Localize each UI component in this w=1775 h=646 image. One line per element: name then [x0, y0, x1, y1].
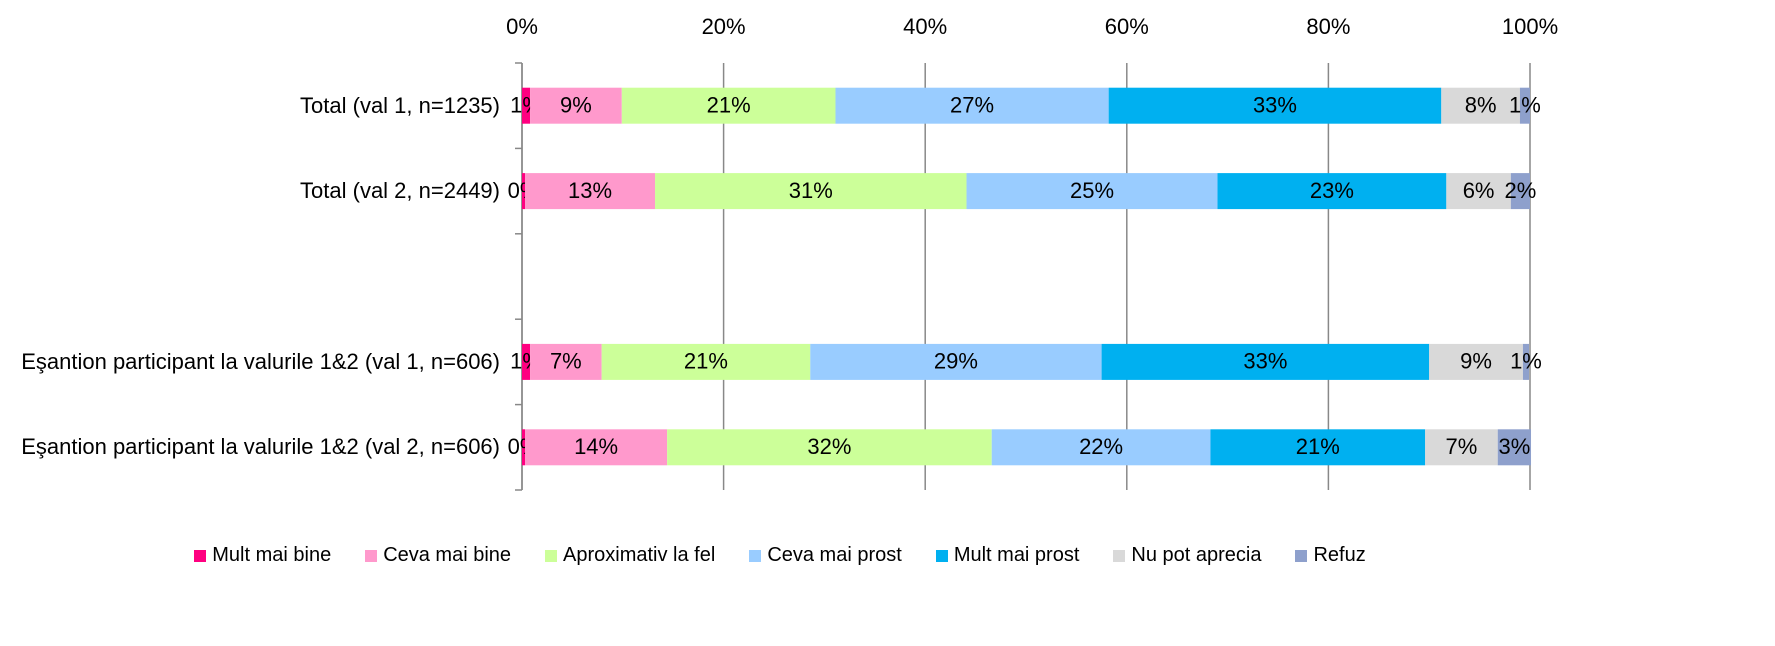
legend-item: Refuz	[1295, 544, 1366, 567]
data-label: 1%	[1510, 349, 1542, 374]
legend-label: Mult mai prost	[953, 544, 1080, 566]
bar-segment	[601, 343, 811, 380]
bar-segment	[655, 173, 967, 210]
legend-item: Mult mai prost	[935, 544, 1080, 567]
data-label: 7%	[1446, 434, 1478, 459]
data-label: 14%	[574, 434, 618, 459]
data-label: 33%	[1253, 93, 1297, 118]
data-label: 25%	[1070, 178, 1114, 203]
data-label: 32%	[807, 434, 851, 459]
legend-label: Ceva mai bine	[383, 544, 512, 566]
x-tick-label: 100%	[1502, 14, 1558, 39]
legend-swatch	[1113, 549, 1126, 562]
category-label: Eşantion participant la valurile 1&2 (va…	[21, 434, 500, 460]
bar-segment	[525, 429, 668, 466]
legend-item: Ceva mai bine	[365, 544, 511, 567]
data-label: 21%	[707, 93, 751, 118]
data-label: 2%	[1505, 178, 1537, 203]
bar-segment	[522, 429, 526, 466]
data-label: 23%	[1310, 178, 1354, 203]
data-label: 7%	[550, 349, 582, 374]
bar-segment	[991, 429, 1211, 466]
category-label: Total (val 2, n=2449)	[300, 178, 500, 204]
bar-segment	[1217, 173, 1447, 210]
bar-segment	[621, 87, 836, 124]
x-tick-label: 20%	[702, 14, 746, 39]
data-label: 6%	[1463, 178, 1495, 203]
legend: Mult mai bine Ceva mai bine Aproximativ la…	[0, 544, 1560, 567]
bar-segment	[1497, 429, 1532, 466]
data-label: 29%	[934, 349, 978, 374]
x-tick-label: 40%	[903, 14, 947, 39]
data-label: 31%	[789, 178, 833, 203]
data-label: 9%	[560, 93, 592, 118]
legend-label: Mult mai bine	[212, 544, 332, 566]
data-label: 8%	[1465, 93, 1497, 118]
bar-segment	[530, 87, 622, 124]
category-label: Eşantion participant la valurile 1&2 (va…	[21, 348, 500, 374]
bar-segment	[835, 87, 1109, 124]
legend-item: Aproximativ la fel	[545, 544, 715, 567]
bar-segment	[1425, 429, 1498, 466]
legend-swatch	[1295, 549, 1308, 562]
x-tick-label: 80%	[1306, 14, 1350, 39]
data-label: 21%	[684, 349, 728, 374]
bar-segment	[1429, 343, 1523, 380]
legend-swatch	[194, 549, 207, 562]
bar-segment	[810, 343, 1102, 380]
data-label: 21%	[1296, 434, 1340, 459]
data-label: 9%	[1460, 349, 1492, 374]
legend-swatch	[749, 549, 762, 562]
legend-label: Aproximativ la fel	[563, 544, 716, 566]
legend-item: Nu pot aprecia	[1113, 544, 1261, 567]
legend-item: Mult mai bine	[194, 544, 331, 567]
x-tick-label: 0%	[506, 14, 538, 39]
bar-segment	[522, 173, 526, 210]
data-label: 1%	[1509, 93, 1541, 118]
bar-segment	[522, 87, 531, 124]
bar-segment	[1522, 343, 1529, 380]
bar-segment	[667, 429, 992, 466]
data-label: 3%	[1498, 434, 1530, 459]
bar-segment	[1519, 87, 1530, 124]
data-label: 13%	[568, 178, 612, 203]
legend-label: Ceva mai prost	[767, 544, 902, 566]
bar-segment	[966, 173, 1218, 210]
data-label: 33%	[1243, 349, 1287, 374]
legend-swatch	[365, 549, 378, 562]
legend-label: Nu pot aprecia	[1131, 544, 1262, 566]
bar-segment	[522, 343, 531, 380]
bar-segment	[1441, 87, 1520, 124]
x-tick-label: 60%	[1105, 14, 1149, 39]
legend-swatch	[935, 549, 948, 562]
bar-segment	[530, 343, 602, 380]
bar-segment	[1446, 173, 1511, 210]
bar-segment	[525, 173, 656, 210]
legend-swatch	[545, 549, 558, 562]
bar-segment	[1108, 87, 1442, 124]
bar-segment	[1510, 173, 1530, 210]
data-label: 22%	[1079, 434, 1123, 459]
legend-item: Ceva mai prost	[749, 544, 902, 567]
data-label: 27%	[950, 93, 994, 118]
category-label: Total (val 1, n=1235)	[300, 92, 500, 118]
legend-label: Refuz	[1313, 544, 1366, 566]
bar-segment	[1101, 343, 1430, 380]
bar-segment	[1210, 429, 1426, 466]
